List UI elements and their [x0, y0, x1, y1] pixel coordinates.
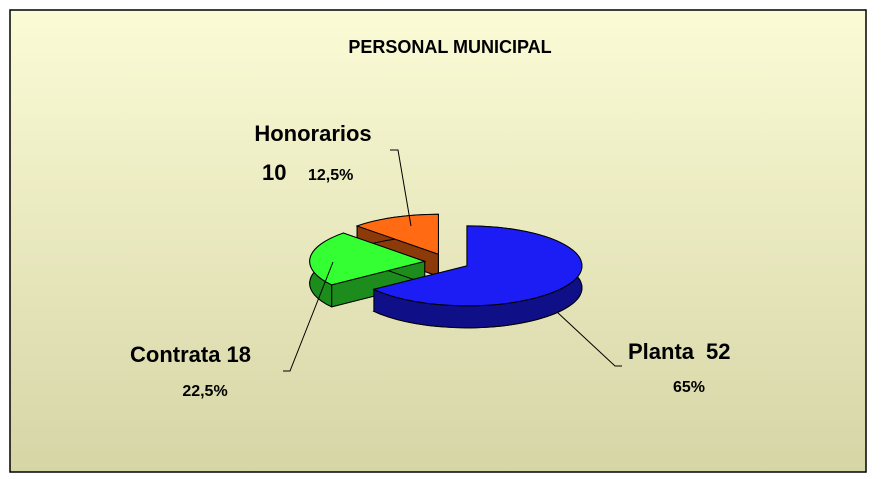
slice-top [355, 213, 439, 255]
slice-category: Contrata [130, 342, 221, 367]
leader-line [556, 311, 622, 367]
slice [309, 232, 427, 308]
slice-label: Planta 52 [628, 339, 731, 364]
slice-percent: 22,5% [182, 383, 227, 400]
slice-label: Contrata 18 [130, 342, 251, 367]
slice-category: Planta [628, 339, 695, 364]
labels: Honorarios 10 12,5% Contrata 18 22,5% Pla… [130, 121, 731, 400]
slice-value: 52 [706, 339, 730, 364]
slice [372, 225, 583, 329]
pie [309, 213, 583, 329]
slice-percent: 12,5% [308, 167, 353, 184]
slice-percent: 65% [673, 379, 705, 396]
slice-value: 10 [262, 160, 286, 185]
slice-label: Honorarios [254, 121, 371, 146]
slice-top [372, 225, 583, 307]
leader-line [390, 149, 412, 227]
slice-value: 18 [226, 342, 250, 367]
leader-line [283, 261, 334, 372]
slice-top [309, 232, 427, 286]
chart-title: PERSONAL MUNICIPAL [348, 37, 551, 57]
